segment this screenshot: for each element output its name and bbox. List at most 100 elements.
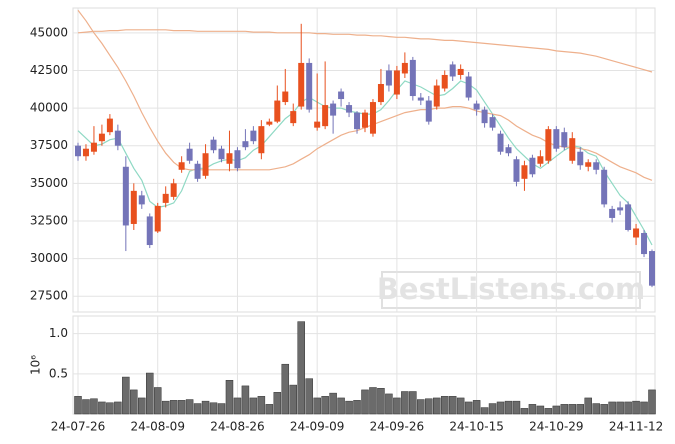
- candle-body: [250, 130, 257, 142]
- y-tick-label: 45000: [30, 25, 68, 39]
- volume-bar: [122, 376, 130, 415]
- moving-average-line: [77, 29, 653, 73]
- candle-body: [449, 64, 456, 77]
- candle-body: [162, 193, 169, 203]
- candle-body: [202, 153, 209, 176]
- volume-bar: [472, 400, 481, 415]
- volume-bar: [130, 389, 138, 415]
- x-tick-label: 24-11-12: [609, 420, 663, 434]
- candle-body: [489, 117, 496, 128]
- volume-bar: [361, 389, 369, 415]
- volume-bar: [249, 397, 258, 415]
- candle-body: [130, 190, 137, 224]
- volume-bar: [329, 392, 337, 415]
- volume-bar: [233, 397, 242, 415]
- candle-body: [609, 208, 616, 218]
- volume-bar: [560, 404, 569, 415]
- volume-bar: [265, 404, 274, 415]
- candle-body: [274, 100, 281, 122]
- volume-bar: [313, 397, 321, 415]
- candle-body: [146, 216, 153, 246]
- y-tick-label: 40000: [30, 101, 68, 115]
- y-tick-label: 30000: [30, 251, 68, 265]
- volume-bar: [496, 401, 505, 415]
- candle-body: [338, 91, 345, 100]
- candle-body: [561, 132, 568, 148]
- candle-body: [154, 205, 161, 232]
- volume-bar: [90, 398, 98, 415]
- y-tick-label: 42500: [30, 63, 68, 77]
- volume-bar: [114, 401, 122, 415]
- volume-bar: [161, 400, 170, 415]
- volume-bar: [185, 399, 194, 415]
- candle-body: [138, 195, 145, 205]
- volume-bar: [225, 380, 234, 415]
- volume-bar: [193, 403, 202, 415]
- candle-body: [385, 70, 392, 86]
- candle-body: [553, 129, 560, 149]
- candle-body: [170, 183, 177, 197]
- volume-bar: [592, 403, 600, 415]
- moving-average-line: [77, 9, 653, 181]
- candle-body: [401, 62, 408, 74]
- volume-bar: [377, 388, 385, 415]
- volume-bar: [273, 392, 282, 415]
- volume-bar: [440, 396, 449, 415]
- candle-body: [106, 118, 113, 133]
- watermark: BestListens.com: [377, 272, 645, 306]
- candle-body: [330, 103, 337, 116]
- candle-body: [505, 147, 512, 154]
- volume-bar: [98, 401, 106, 415]
- volume-bar: [433, 397, 441, 415]
- candle-body: [649, 251, 655, 286]
- volume-bar: [552, 405, 561, 415]
- candle-body: [409, 59, 416, 97]
- volume-bar: [153, 387, 162, 415]
- x-tick-label: 24-09-09: [290, 420, 344, 434]
- volume-tick-label: 0.5: [49, 366, 68, 380]
- volume-axis-label: 10⁶: [29, 355, 43, 375]
- candle-body: [226, 153, 233, 164]
- candle-body: [282, 91, 289, 103]
- moving-average-line: [77, 80, 653, 246]
- y-tick-label: 37500: [30, 138, 68, 152]
- volume-bar: [401, 391, 409, 415]
- volume-bar: [425, 398, 433, 415]
- candle-body: [178, 162, 185, 170]
- volume-bar: [337, 397, 345, 415]
- candle-body: [90, 142, 97, 152]
- candle-body: [529, 157, 536, 175]
- candle-body: [465, 76, 472, 98]
- y-tick-label: 27500: [30, 289, 68, 303]
- volume-bar: [608, 401, 616, 415]
- candle-body: [354, 112, 361, 130]
- volume-bar: [289, 384, 297, 415]
- volume-bar: [648, 389, 656, 415]
- volume-bar: [217, 403, 226, 415]
- volume-bar: [409, 391, 417, 415]
- candle-body: [577, 151, 584, 166]
- candle-body: [362, 112, 368, 128]
- volume-bar: [520, 408, 529, 415]
- x-tick-label: 24-08-09: [130, 420, 184, 434]
- volume-bar: [640, 401, 648, 415]
- candle-body: [98, 133, 105, 142]
- volume-bar: [528, 404, 537, 415]
- volume-bar: [321, 396, 329, 415]
- candle-body: [393, 70, 400, 95]
- candle-body: [545, 129, 552, 161]
- candle-body: [481, 109, 488, 124]
- candle-body: [322, 105, 329, 127]
- candle-body: [417, 97, 424, 101]
- candle-body: [290, 111, 297, 124]
- x-tick-label: 24-09-26: [370, 420, 424, 434]
- candle-body: [75, 145, 81, 157]
- candle-body: [457, 68, 464, 75]
- volume-bar: [568, 404, 577, 415]
- candle-body: [114, 130, 121, 146]
- candle-body: [377, 84, 384, 103]
- volume-bar: [632, 400, 640, 415]
- price-plot: [73, 8, 655, 312]
- volume-bar: [169, 400, 178, 415]
